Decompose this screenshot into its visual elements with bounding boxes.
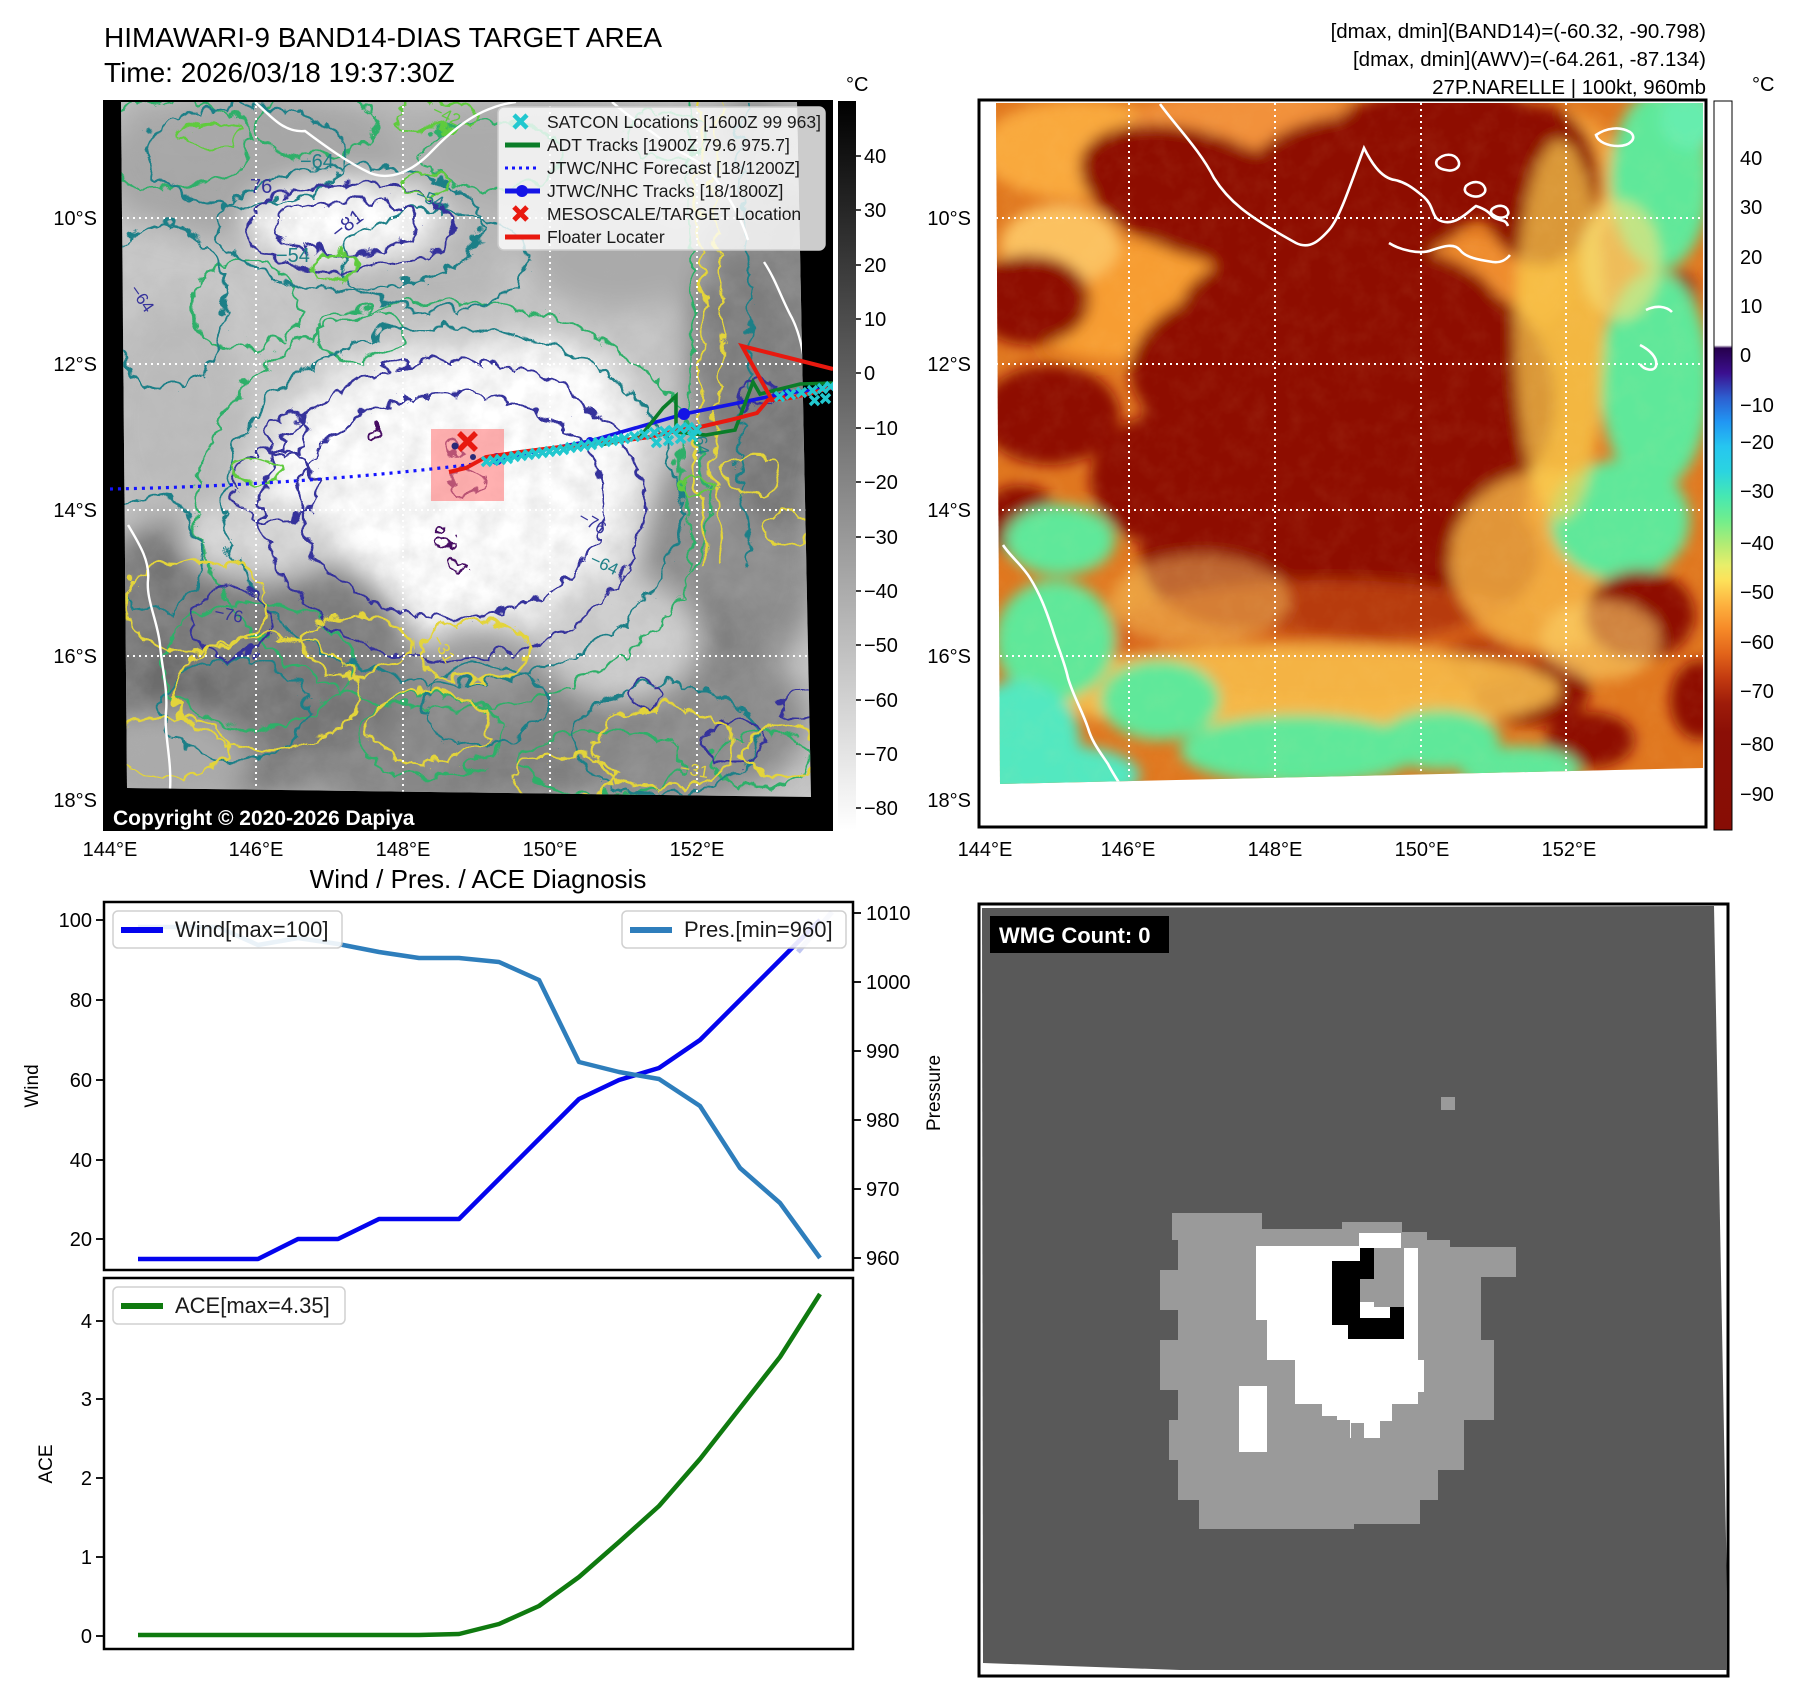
- svg-text:150°E: 150°E: [1395, 839, 1450, 861]
- svg-text:WMG Count: 0: WMG Count: 0: [999, 923, 1151, 948]
- svg-text:[dmax, dmin](BAND14)=(-60.32,: [dmax, dmin](BAND14)=(-60.32, -90.798): [1331, 20, 1706, 43]
- svg-text:−31: −31: [679, 758, 711, 782]
- svg-text:SATCON Locations [1600Z 99 963: SATCON Locations [1600Z 99 963]: [547, 112, 821, 132]
- svg-text:10: 10: [1740, 296, 1762, 318]
- svg-text:1000: 1000: [866, 972, 911, 994]
- svg-text:990: 990: [866, 1041, 899, 1063]
- svg-text:76: 76: [250, 176, 272, 198]
- svg-text:12°S: 12°S: [53, 354, 97, 376]
- svg-text:Wind / Pres. / ACE Diagnosis: Wind / Pres. / ACE Diagnosis: [310, 864, 647, 894]
- svg-text:−20: −20: [864, 472, 898, 494]
- svg-text:150°E: 150°E: [523, 839, 578, 861]
- svg-text:−54: −54: [276, 245, 310, 267]
- svg-text:MESOSCALE/TARGET Location: MESOSCALE/TARGET Location: [547, 204, 801, 224]
- svg-text:3: 3: [81, 1389, 92, 1411]
- svg-text:970: 970: [866, 1179, 899, 1201]
- svg-text:146°E: 146°E: [1101, 839, 1156, 861]
- svg-text:−64: −64: [300, 151, 334, 173]
- svg-text:40: 40: [1740, 148, 1762, 170]
- svg-text:20: 20: [70, 1229, 92, 1251]
- svg-text:20: 20: [864, 255, 886, 277]
- svg-text:−70: −70: [1740, 681, 1774, 703]
- svg-text:100: 100: [59, 910, 92, 932]
- svg-text:152°E: 152°E: [670, 839, 725, 861]
- svg-text:10°S: 10°S: [53, 208, 97, 230]
- svg-text:10°S: 10°S: [927, 208, 971, 230]
- svg-text:−90: −90: [1740, 784, 1774, 806]
- svg-text:°C: °C: [1752, 74, 1774, 96]
- svg-text:12°S: 12°S: [927, 354, 971, 376]
- svg-text:−30: −30: [864, 527, 898, 549]
- svg-text:148°E: 148°E: [1248, 839, 1303, 861]
- svg-text:148°E: 148°E: [376, 839, 431, 861]
- svg-text:960: 960: [866, 1248, 899, 1270]
- svg-text:°C: °C: [846, 74, 868, 96]
- svg-text:Pres.[min=960]: Pres.[min=960]: [684, 917, 833, 942]
- svg-text:JTWC/NHC Tracks [18/1800Z]: JTWC/NHC Tracks [18/1800Z]: [547, 181, 783, 201]
- svg-text:Time: 2026/03/18 19:37:30Z: Time: 2026/03/18 19:37:30Z: [104, 57, 455, 88]
- svg-text:30: 30: [1740, 197, 1762, 219]
- svg-text:Floater Locater: Floater Locater: [547, 227, 665, 247]
- svg-text:14°S: 14°S: [53, 500, 97, 522]
- svg-text:1010: 1010: [866, 903, 911, 925]
- svg-text:4: 4: [81, 1311, 92, 1333]
- svg-text:Wind: Wind: [22, 1064, 43, 1107]
- svg-text:−70: −70: [864, 744, 898, 766]
- svg-text:−10: −10: [864, 418, 898, 440]
- svg-text:HIMAWARI-9 BAND14-DIAS TARGET: HIMAWARI-9 BAND14-DIAS TARGET AREA: [104, 22, 662, 53]
- svg-text:152°E: 152°E: [1542, 839, 1597, 861]
- svg-text:−10: −10: [1740, 395, 1774, 417]
- svg-text:−40: −40: [1740, 533, 1774, 555]
- svg-text:18°S: 18°S: [927, 790, 971, 812]
- svg-text:[dmax, dmin](AWV)=(-64.261, -8: [dmax, dmin](AWV)=(-64.261, -87.134): [1353, 48, 1706, 71]
- svg-text:−50: −50: [864, 635, 898, 657]
- svg-text:0: 0: [864, 363, 875, 385]
- svg-text:Pressure: Pressure: [924, 1055, 945, 1131]
- svg-text:Copyright © 2020-2026 Dapiya: Copyright © 2020-2026 Dapiya: [113, 807, 415, 830]
- svg-text:14°S: 14°S: [927, 500, 971, 522]
- svg-text:−60: −60: [1740, 632, 1774, 654]
- svg-text:10: 10: [864, 309, 886, 331]
- svg-text:ADT Tracks [1900Z 79.6 975.7]: ADT Tracks [1900Z 79.6 975.7]: [547, 135, 790, 155]
- svg-text:−80: −80: [864, 798, 898, 820]
- svg-text:JTWC/NHC Forecast [18/1200Z]: JTWC/NHC Forecast [18/1200Z]: [547, 158, 800, 178]
- svg-text:ACE: ACE: [36, 1444, 57, 1483]
- svg-text:0: 0: [1740, 345, 1751, 367]
- svg-text:20: 20: [1740, 247, 1762, 269]
- svg-text:40: 40: [70, 1150, 92, 1172]
- svg-text:144°E: 144°E: [958, 839, 1013, 861]
- svg-text:18°S: 18°S: [53, 790, 97, 812]
- svg-text:16°S: 16°S: [53, 646, 97, 668]
- svg-text:60: 60: [70, 1070, 92, 1092]
- svg-text:980: 980: [866, 1110, 899, 1132]
- svg-text:−60: −60: [864, 690, 898, 712]
- svg-text:1: 1: [81, 1547, 92, 1569]
- svg-text:30: 30: [864, 200, 886, 222]
- svg-text:−30: −30: [1740, 481, 1774, 503]
- svg-text:−40: −40: [864, 581, 898, 603]
- svg-text:−20: −20: [1740, 432, 1774, 454]
- svg-text:Wind[max=100]: Wind[max=100]: [175, 917, 328, 942]
- svg-text:146°E: 146°E: [229, 839, 284, 861]
- svg-text:ACE[max=4.35]: ACE[max=4.35]: [175, 1293, 330, 1318]
- svg-text:0: 0: [81, 1626, 92, 1648]
- svg-text:2: 2: [81, 1468, 92, 1490]
- svg-text:−80: −80: [1740, 734, 1774, 756]
- svg-text:16°S: 16°S: [927, 646, 971, 668]
- svg-text:−50: −50: [1740, 582, 1774, 604]
- svg-text:27P.NARELLE | 100kt, 960mb: 27P.NARELLE | 100kt, 960mb: [1432, 76, 1706, 99]
- svg-text:80: 80: [70, 990, 92, 1012]
- svg-text:40: 40: [864, 146, 886, 168]
- svg-text:144°E: 144°E: [83, 839, 138, 861]
